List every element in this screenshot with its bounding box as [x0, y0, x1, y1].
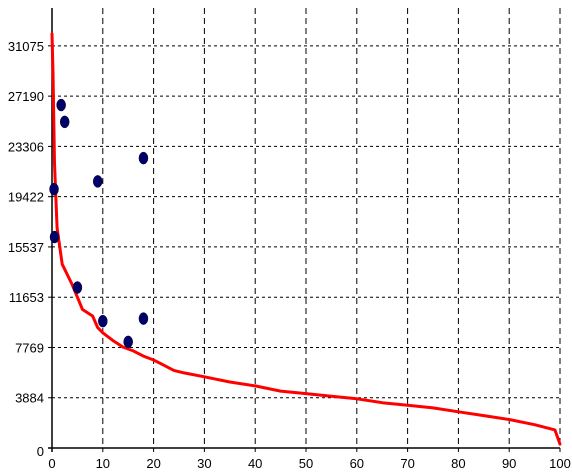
x-axis-tick-labels: 0 10 20 30 40 50 60 70 80 90 100 [48, 456, 570, 471]
data-point [72, 281, 83, 294]
x-tick-label: 50 [299, 456, 313, 471]
y-tick-label: 31075 [8, 39, 44, 54]
x-tick-label: 0 [48, 456, 55, 471]
x-tick-label: 80 [451, 456, 465, 471]
x-tick-label: 60 [350, 456, 364, 471]
axes [48, 8, 561, 452]
y-tick-label: 15537 [8, 240, 44, 255]
y-tick-label: 3884 [15, 391, 44, 406]
curve-line [50, 32, 562, 446]
data-point [49, 182, 59, 196]
data-point [138, 312, 149, 325]
data-point [138, 151, 149, 165]
data-point [123, 335, 133, 349]
x-tick-label: 30 [197, 456, 211, 471]
y-tick-label: 19422 [8, 190, 44, 205]
data-point [49, 230, 60, 244]
x-tick-label: 70 [400, 456, 414, 471]
data-point [59, 115, 70, 129]
y-tick-label: 23306 [8, 139, 44, 154]
y-axis-tick-labels: 0 3884 7769 11653 15537 19422 23306 27190 31075 [8, 39, 44, 459]
point-series [49, 98, 149, 349]
grid-lines [52, 8, 561, 448]
x-tick-label: 100 [549, 456, 571, 471]
red-curve-series [50, 32, 562, 446]
y-tick-label: 7769 [15, 340, 44, 355]
x-tick-label: 20 [146, 456, 160, 471]
y-tick-label: 11653 [9, 290, 44, 305]
x-tick-label: 40 [248, 456, 262, 471]
data-point [92, 175, 103, 188]
x-tick-label: 10 [96, 456, 110, 471]
x-tick-label: 90 [502, 456, 516, 471]
data-point [56, 98, 66, 112]
data-point [98, 314, 108, 328]
y-tick-label: 27190 [8, 89, 44, 104]
y-tick-label: 0 [37, 444, 44, 459]
